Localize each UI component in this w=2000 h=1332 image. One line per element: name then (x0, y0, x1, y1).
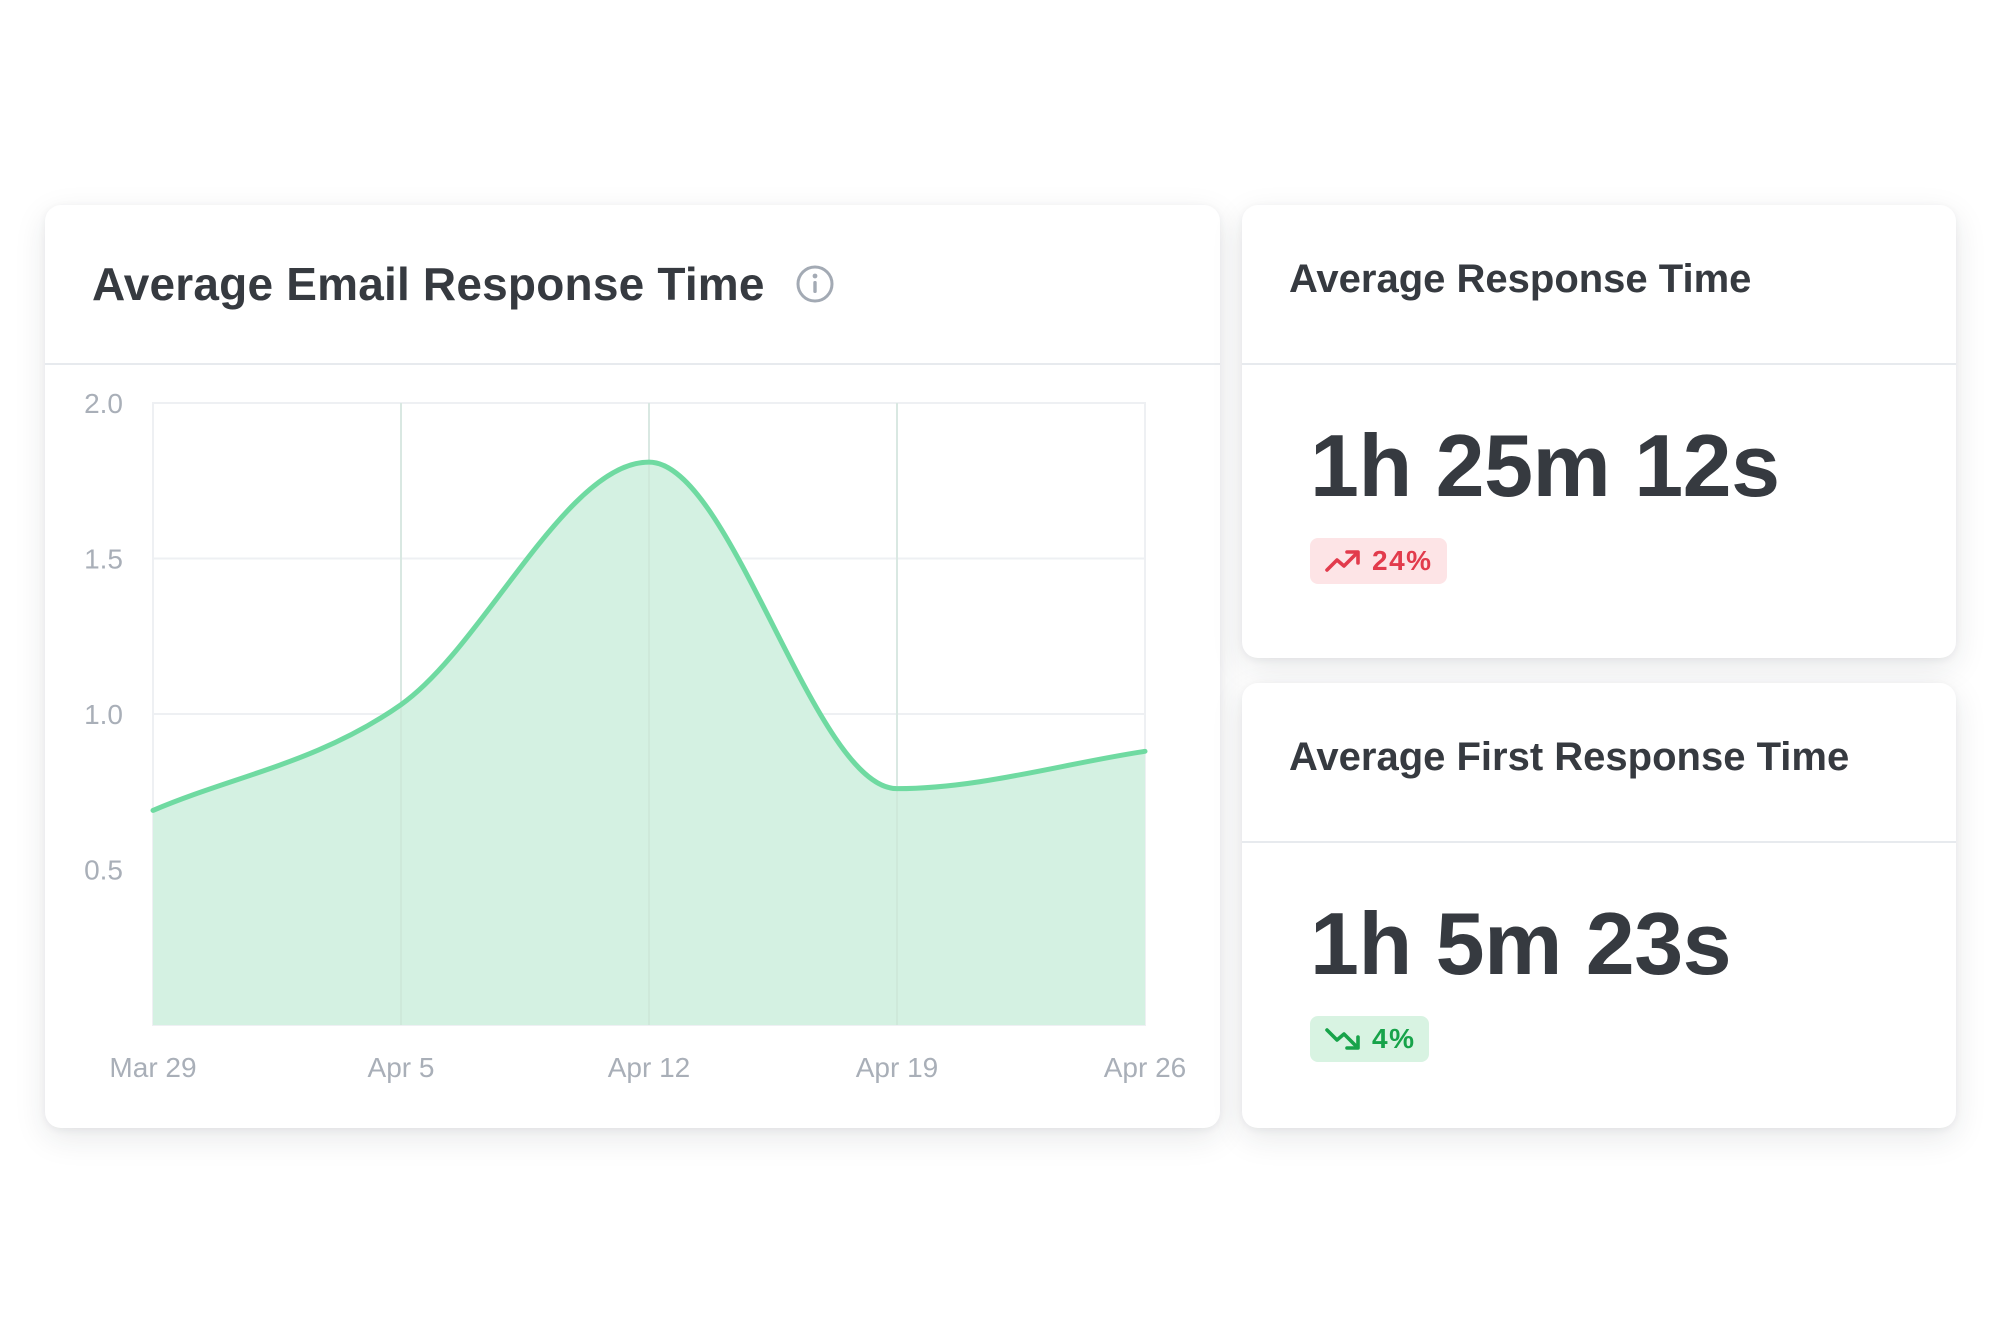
x-tick-label: Apr 26 (1104, 1052, 1187, 1083)
series-line (150, 459, 1148, 813)
stat-card-divider (1242, 841, 1956, 843)
area-chart: 2.0 1.5 1.0 0.5 Mar 29 Apr 5 Apr 12 Apr 19 Apr … (84, 388, 1186, 1083)
x-axis: Mar 29 Apr 5 Apr 12 Apr 19 Apr 26 (109, 1052, 1186, 1083)
chart-card-header: Average Email Response Time (92, 257, 835, 311)
response-time-chart-card: Average Email Response Time 2.0 1.5 1.0 0.5… (45, 205, 1220, 1128)
info-circle-icon[interactable] (795, 264, 835, 304)
change-badge: 24% (1310, 538, 1447, 584)
y-tick-label: 1.5 (84, 544, 123, 575)
stat-title: Average Response Time (1289, 257, 1752, 301)
change-percent: 24% (1372, 545, 1433, 576)
change-badge: 4% (1310, 1016, 1430, 1062)
trend-down-icon (1325, 1028, 1360, 1050)
stat-card-divider (1242, 363, 1956, 365)
change-percent: 4% (1372, 1023, 1416, 1054)
chart-title: Average Email Response Time (92, 258, 765, 310)
y-tick-label: 1.0 (84, 699, 123, 730)
x-tick-label: Apr 19 (856, 1052, 939, 1083)
stat-value: 1h 25m 12s (1310, 416, 1780, 515)
stat-value: 1h 5m 23s (1310, 894, 1732, 993)
x-tick-label: Mar 29 (109, 1052, 196, 1083)
y-tick-label: 2.0 (84, 388, 123, 419)
average-first-response-time-card: Average First Response Time 1h 5m 23s 4% (1242, 683, 1956, 1128)
stat-title: Average First Response Time (1289, 735, 1850, 779)
y-axis: 2.0 1.5 1.0 0.5 (84, 388, 123, 886)
x-tick-label: Apr 12 (608, 1052, 691, 1083)
x-tick-label: Apr 5 (368, 1052, 435, 1083)
chart-card-divider (45, 363, 1220, 365)
y-tick-label: 0.5 (84, 855, 123, 886)
trend-up-icon (1325, 550, 1360, 572)
average-response-time-card: Average Response Time 1h 25m 12s 24% (1242, 205, 1956, 658)
chart-series (150, 403, 1148, 1026)
